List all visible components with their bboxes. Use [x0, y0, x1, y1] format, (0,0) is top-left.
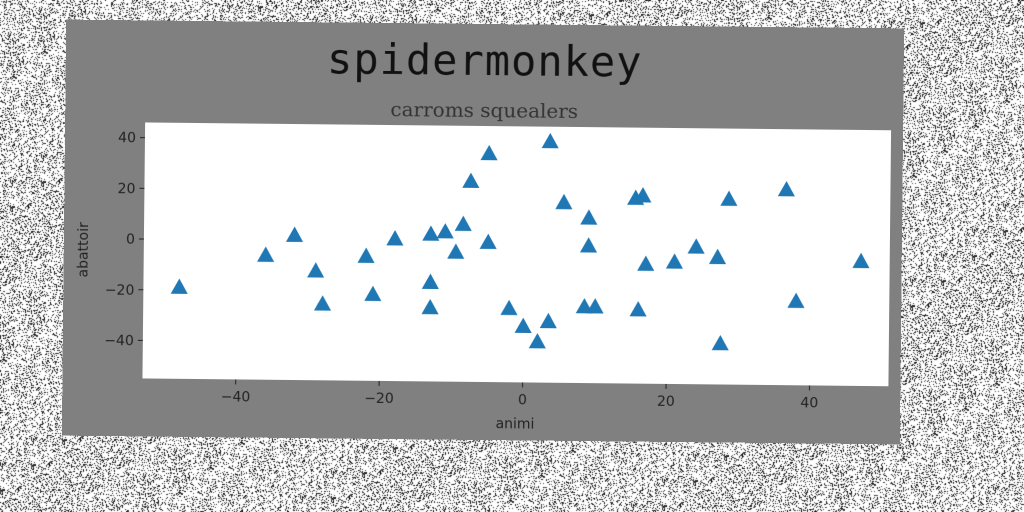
data-point — [634, 187, 652, 203]
data-point — [357, 247, 375, 263]
y-tick-label: 20 — [118, 181, 136, 197]
data-point — [852, 252, 870, 269]
data-point — [285, 226, 304, 242]
y-tick-label: 0 — [126, 232, 135, 248]
data-point — [629, 301, 647, 317]
data-point — [528, 333, 546, 349]
x-axis: −40 −20 0 20 40 — [221, 379, 818, 412]
x-tick-label: 20 — [657, 394, 675, 410]
data-point — [777, 181, 795, 197]
data-point — [539, 312, 557, 329]
data-point — [500, 299, 518, 316]
data-point — [257, 246, 275, 262]
data-point — [637, 255, 655, 271]
data-point — [364, 285, 382, 302]
plot-area — [142, 122, 892, 387]
y-tick-label: −40 — [104, 333, 134, 349]
data-point — [480, 144, 498, 161]
data-point — [462, 172, 480, 189]
data-point — [386, 230, 404, 246]
x-axis-label: animi — [495, 416, 534, 432]
data-point — [541, 132, 559, 149]
data-point — [687, 238, 705, 254]
y-axis: −40 −20 0 20 40 — [104, 130, 145, 349]
x-tick-label: 0 — [518, 392, 527, 408]
y-tick-label: −20 — [105, 282, 135, 298]
scatter-plot: −40 −20 0 20 40 −40 −20 0 20 40 animi abattoir — [76, 122, 892, 433]
data-point — [514, 317, 532, 334]
data-points — [170, 132, 870, 351]
data-point — [555, 193, 573, 210]
data-point — [479, 233, 497, 250]
data-point — [447, 243, 465, 259]
x-tick-label: 40 — [800, 395, 818, 411]
data-point — [170, 278, 188, 294]
y-axis-label: abattoir — [76, 222, 93, 278]
data-point — [711, 334, 729, 351]
data-point — [708, 248, 727, 265]
data-point — [454, 215, 472, 232]
x-tick-label: −20 — [364, 391, 394, 407]
data-point — [421, 298, 439, 315]
data-point — [720, 190, 738, 206]
data-point — [436, 223, 454, 239]
data-point — [307, 262, 325, 278]
data-point — [313, 295, 332, 311]
data-point — [665, 253, 683, 269]
chart-figure: spidermonkey carroms squealers −40 −20 0 20… — [61, 19, 905, 445]
x-tick-label: −40 — [221, 389, 251, 405]
data-point — [787, 292, 805, 309]
data-point — [580, 209, 598, 225]
data-point — [422, 225, 440, 241]
data-point — [579, 237, 598, 253]
data-point — [586, 298, 604, 314]
data-point — [575, 298, 593, 314]
y-tick-label: 40 — [118, 130, 136, 146]
data-point — [421, 273, 439, 289]
